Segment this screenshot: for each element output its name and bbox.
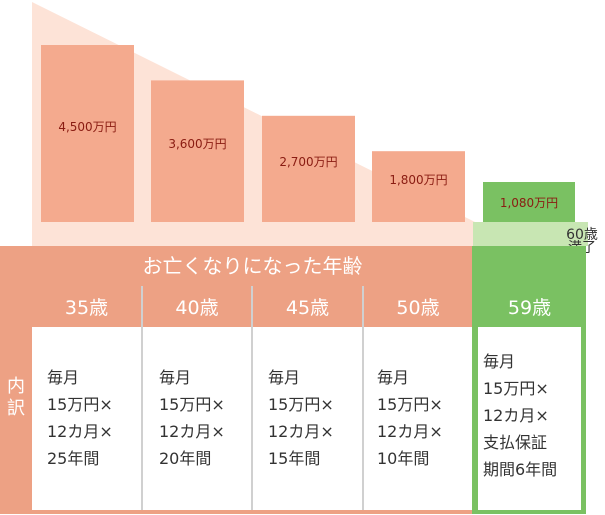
divider-3 xyxy=(362,286,364,510)
age-label-4: 50歳 xyxy=(396,297,440,319)
age-label-1: 35歳 xyxy=(64,297,109,319)
age-label-3: 45歳 xyxy=(285,297,330,319)
detail-text-2: 毎月 15万円× 12カ月× 20年間 xyxy=(159,368,225,468)
bar-1 xyxy=(41,45,134,222)
age-label-5: 59歳 xyxy=(507,297,552,319)
age-label-2: 40歳 xyxy=(175,297,219,319)
divider-2 xyxy=(251,286,253,510)
age-header: お亡くなりになった年齢 xyxy=(142,254,363,278)
bar-data-label-5: 1,080万円 xyxy=(499,196,559,210)
bar-data-label-1: 4,500万円 xyxy=(58,119,117,134)
bar-data-label-4: 1,800万円 xyxy=(389,172,448,187)
breakdown-side-label: 内 訳 xyxy=(7,376,25,419)
detail-text-4: 毎月 15万円× 12カ月× 10年間 xyxy=(377,368,443,468)
decreasing-triangle xyxy=(32,2,475,248)
detail-text-5: 毎月 15万円× 12カ月× 支払保証 期間6年間 xyxy=(483,352,558,479)
table-white-area-green xyxy=(478,327,581,510)
bar-5 xyxy=(483,182,575,222)
detail-text-1: 毎月 15万円× 12カ月× 25年間 xyxy=(47,368,113,468)
bar-2 xyxy=(151,80,244,223)
bar-chart xyxy=(32,2,588,248)
divider-1 xyxy=(141,286,143,510)
bar-3 xyxy=(262,115,355,222)
full-term-band xyxy=(473,222,588,246)
bar-4 xyxy=(372,151,465,222)
bars-group xyxy=(41,45,575,223)
detail-text-3: 毎月 15万円× 12カ月× 15年間 xyxy=(268,368,334,468)
bar-data-label-3: 2,700万円 xyxy=(279,154,338,169)
bar-data-label-2: 3,600万円 xyxy=(168,137,227,152)
